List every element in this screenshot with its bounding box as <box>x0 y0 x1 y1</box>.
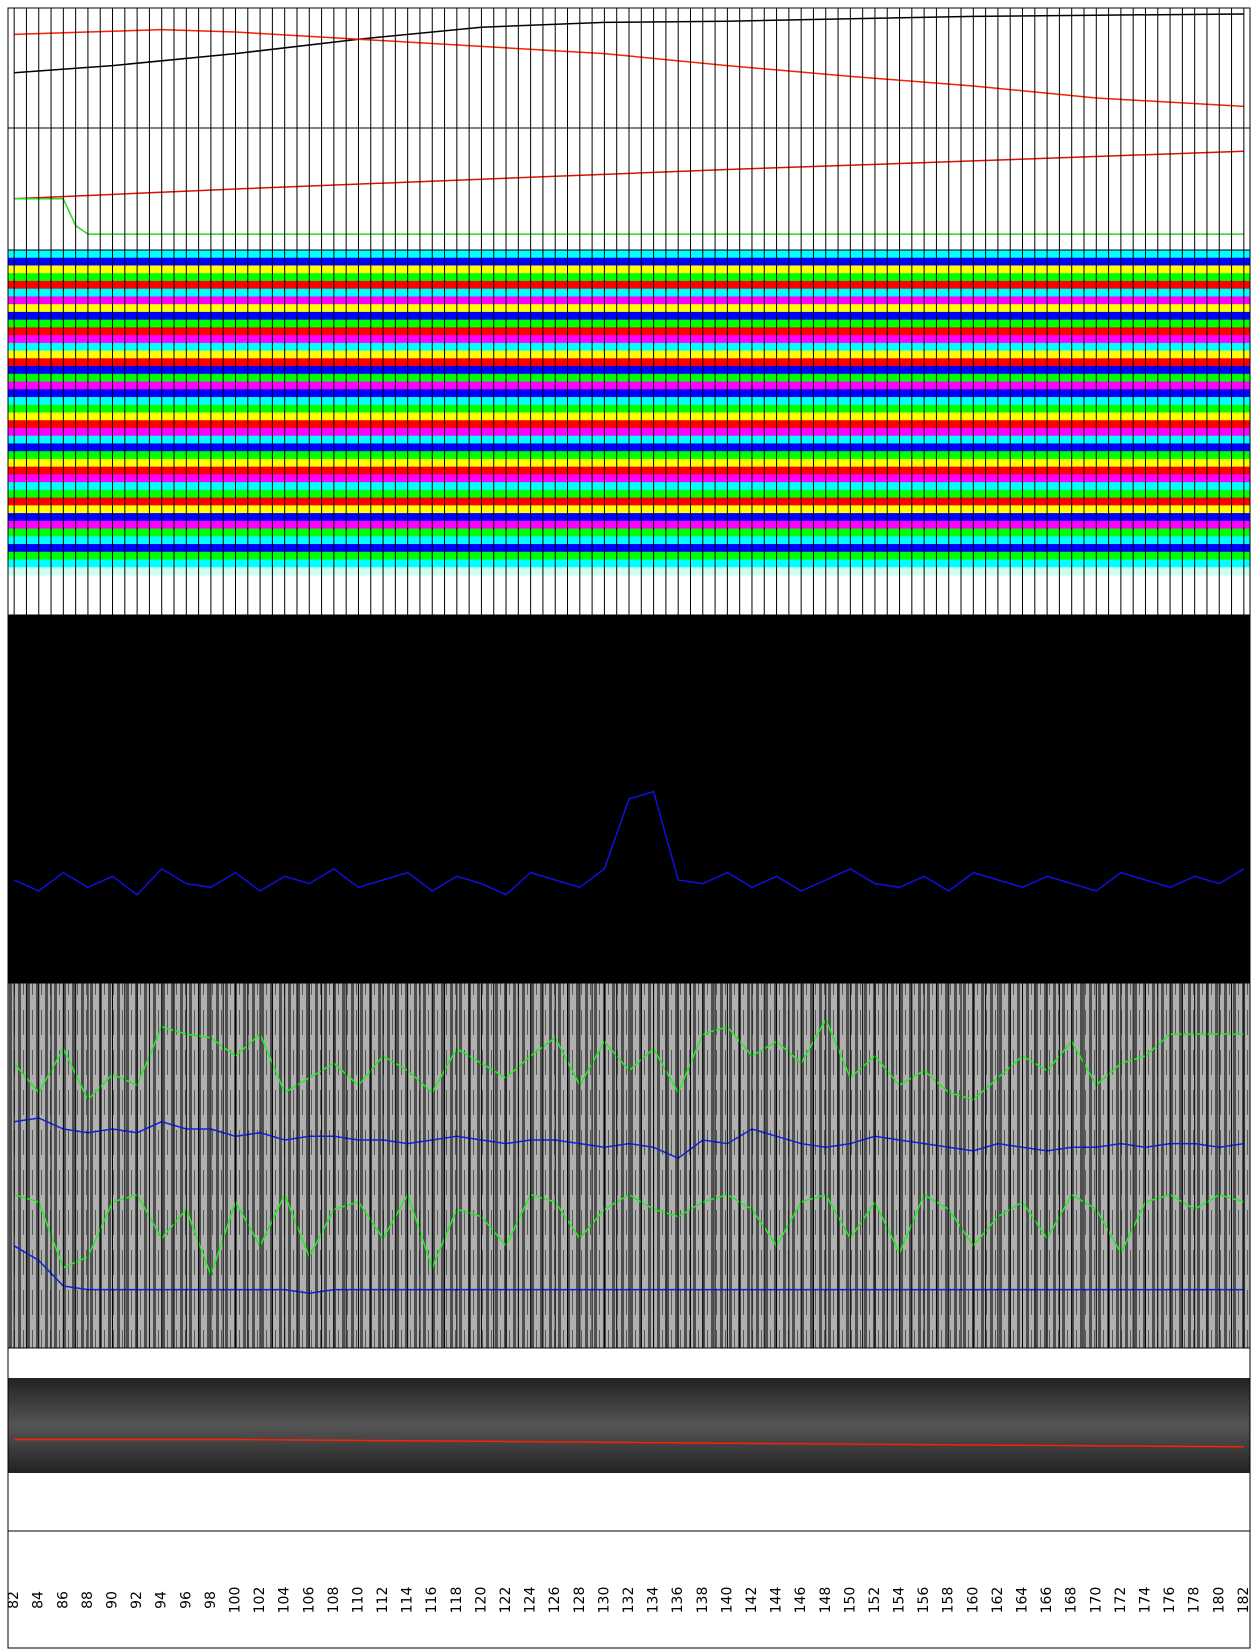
x-tick-label: 130 <box>596 1587 612 1614</box>
x-tick-label: 128 <box>572 1587 588 1614</box>
x-tick-label: 168 <box>1064 1587 1080 1614</box>
x-tick-label: 92 <box>129 1591 145 1609</box>
x-tick-label: 142 <box>744 1587 760 1614</box>
x-tick-label: 116 <box>424 1587 440 1614</box>
page: {"chart_data": { "type": "line", "xlim":… <box>0 0 1258 1649</box>
x-tick-label: 150 <box>842 1587 858 1614</box>
x-tick-label: 162 <box>990 1587 1006 1614</box>
x-tick-label: 112 <box>375 1587 391 1614</box>
x-tick-label: 136 <box>670 1587 686 1614</box>
x-tick-label: 118 <box>449 1587 465 1614</box>
x-tick-label: 182 <box>1236 1587 1252 1614</box>
waveform-band <box>8 1378 1250 1473</box>
x-tick-label: 110 <box>350 1587 366 1614</box>
x-tick-label: 124 <box>523 1587 539 1614</box>
x-tick-label: 108 <box>326 1587 342 1614</box>
x-tick-label: 104 <box>277 1587 293 1614</box>
x-tick-label: 172 <box>1113 1587 1129 1614</box>
x-tick-label: 132 <box>621 1587 637 1614</box>
x-tick-label: 148 <box>818 1587 834 1614</box>
x-tick-label: 120 <box>473 1587 489 1614</box>
x-tick-label: 82 <box>6 1591 22 1609</box>
x-tick-label: 86 <box>55 1591 71 1609</box>
x-tick-label: 158 <box>941 1587 957 1614</box>
x-tick-label: 94 <box>154 1591 170 1609</box>
x-tick-label: 164 <box>1015 1587 1031 1614</box>
x-tick-label: 180 <box>1211 1587 1227 1614</box>
x-tick-label: 166 <box>1039 1587 1055 1614</box>
x-tick-label: 156 <box>916 1587 932 1614</box>
x-tick-label: 102 <box>252 1587 268 1614</box>
x-tick-label: 122 <box>498 1587 514 1614</box>
x-tick-label: 114 <box>400 1587 416 1614</box>
x-tick-label: 126 <box>547 1587 563 1614</box>
x-tick-label: 144 <box>769 1587 785 1614</box>
x-tick-label: 84 <box>31 1591 47 1609</box>
x-tick-label: 138 <box>695 1587 711 1614</box>
x-tick-label: 90 <box>105 1591 121 1609</box>
chart: 82 84 86 88 90 92 94 96 98 100 102 104 106 108 110 112 1… <box>0 0 1258 1649</box>
x-tick-label: 176 <box>1162 1587 1178 1614</box>
x-tick-label: 152 <box>867 1587 883 1614</box>
x-tick-label: 96 <box>178 1591 194 1609</box>
x-tick-label: 174 <box>1137 1587 1153 1614</box>
x-tick-label: 134 <box>646 1587 662 1614</box>
x-tick-label: 154 <box>892 1587 908 1614</box>
x-tick-label: 98 <box>203 1591 219 1609</box>
x-tick-label: 178 <box>1187 1587 1203 1614</box>
x-tick-label: 140 <box>719 1587 735 1614</box>
x-tick-label: 88 <box>80 1591 96 1609</box>
x-tick-label: 146 <box>793 1587 809 1614</box>
x-tick-label: 170 <box>1088 1587 1104 1614</box>
x-tick-label: 106 <box>301 1587 317 1614</box>
x-tick-label: 160 <box>965 1587 981 1614</box>
x-tick-label: 100 <box>227 1587 243 1614</box>
